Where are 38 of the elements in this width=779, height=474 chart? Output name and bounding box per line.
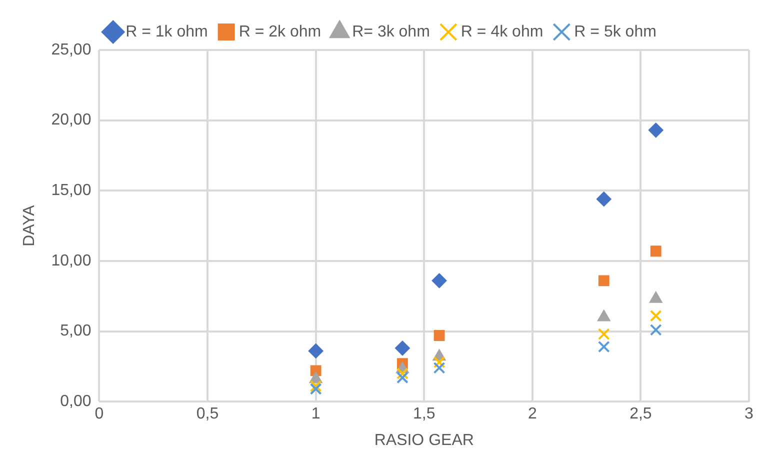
- y-tick-label: 15,00: [51, 182, 92, 200]
- x-tick-label: 1: [311, 406, 320, 423]
- point: [648, 122, 664, 138]
- y-tick-label: 25,00: [51, 41, 92, 58]
- point: [310, 382, 322, 395]
- y-tick-label: 5,00: [60, 322, 92, 340]
- point: [650, 246, 662, 257]
- point: [396, 372, 408, 384]
- point: [650, 324, 662, 336]
- legend-label: R= 3k ohm: [352, 23, 430, 40]
- point: [310, 380, 322, 392]
- y-tick-label: 0,00: [60, 393, 92, 410]
- point: [598, 328, 610, 340]
- x-tick-label: 0: [94, 406, 104, 423]
- x-tick-label: 2: [528, 406, 537, 423]
- point: [308, 343, 324, 358]
- x-tick-label: 1,5: [412, 406, 436, 423]
- point: [598, 275, 610, 286]
- point: [433, 362, 446, 374]
- point: [396, 368, 408, 380]
- y-tick-label: 10,00: [51, 252, 92, 270]
- x-tick-label: 0,5: [196, 406, 219, 423]
- y-axis-title: DAYA: [21, 204, 38, 246]
- point: [434, 330, 445, 341]
- point: [394, 340, 410, 356]
- point: [598, 340, 610, 353]
- y-tick-label: 20,00: [51, 112, 92, 129]
- point: [650, 310, 662, 322]
- x-tick-label: 3: [744, 406, 754, 423]
- x-tick-label: 2,5: [630, 406, 652, 423]
- point: [596, 192, 612, 207]
- legend-label: R = 5k ohm: [574, 23, 656, 40]
- legend-label: R = 1k ohm: [126, 23, 208, 40]
- point: [432, 273, 447, 288]
- legend-label: R = 4k ohm: [460, 23, 544, 40]
- point: [433, 356, 446, 368]
- legend-label: R = 2k ohm: [238, 23, 322, 40]
- x-axis-title: RASIO GEAR: [374, 432, 474, 449]
